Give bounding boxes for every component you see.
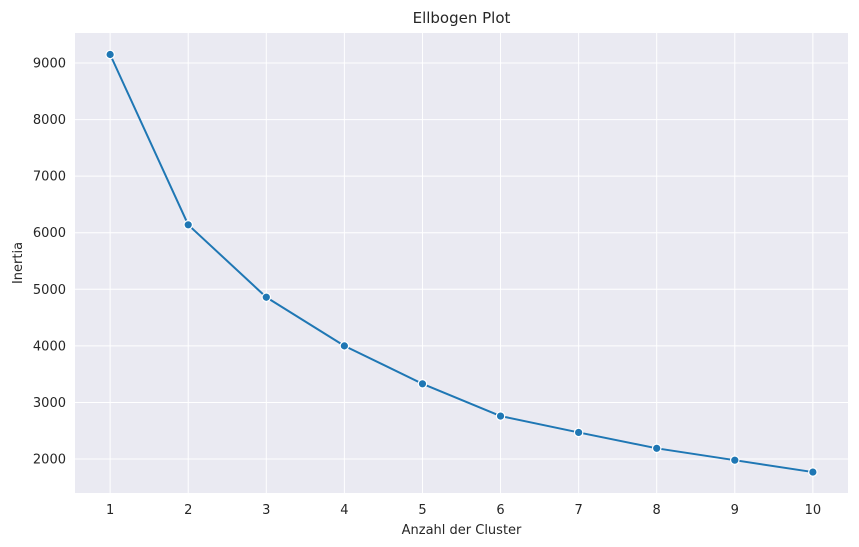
grid bbox=[75, 33, 848, 493]
x-tick-label: 9 bbox=[731, 503, 739, 518]
data-point bbox=[105, 49, 115, 60]
series-line bbox=[109, 54, 814, 474]
y-tick-label: 5000 bbox=[33, 283, 66, 298]
chart-title: Ellbogen Plot bbox=[413, 9, 511, 27]
plot-area bbox=[75, 33, 848, 493]
x-tick-label: 4 bbox=[340, 503, 348, 518]
y-tick-label: 8000 bbox=[33, 113, 66, 128]
x-tick-label: 1 bbox=[106, 503, 114, 518]
y-tick-label: 7000 bbox=[33, 170, 66, 185]
y-tick-label: 6000 bbox=[33, 226, 66, 241]
x-tick-label: 3 bbox=[262, 503, 270, 518]
data-point bbox=[573, 427, 584, 438]
data-point bbox=[417, 378, 428, 389]
data-point bbox=[808, 467, 818, 477]
x-axis-title: Anzahl der Cluster bbox=[402, 523, 522, 538]
data-point bbox=[651, 443, 662, 454]
y-tick-label: 3000 bbox=[33, 396, 66, 411]
data-point bbox=[729, 455, 740, 465]
data-point bbox=[261, 292, 272, 303]
x-tick-label: 10 bbox=[805, 503, 822, 518]
y-tick-label: 9000 bbox=[33, 56, 66, 71]
y-axis-title: Inertia bbox=[11, 242, 26, 284]
data-point bbox=[495, 411, 506, 421]
x-tick-label: 6 bbox=[496, 503, 504, 518]
y-tick-label: 4000 bbox=[33, 339, 66, 354]
x-tick-label: 2 bbox=[184, 503, 192, 518]
y-axis-ticks: 2000 3000 4000 5000 6000 7000 8000 9000 bbox=[33, 56, 66, 467]
series-layer bbox=[105, 49, 818, 477]
data-point bbox=[183, 220, 194, 230]
data-point bbox=[339, 341, 350, 351]
x-tick-label: 7 bbox=[574, 503, 582, 518]
x-tick-label: 8 bbox=[653, 503, 661, 518]
x-tick-label: 5 bbox=[418, 503, 426, 518]
x-axis-ticks: 1 2 3 4 5 6 7 8 9 10 bbox=[106, 503, 821, 518]
y-tick-label: 2000 bbox=[33, 453, 66, 468]
